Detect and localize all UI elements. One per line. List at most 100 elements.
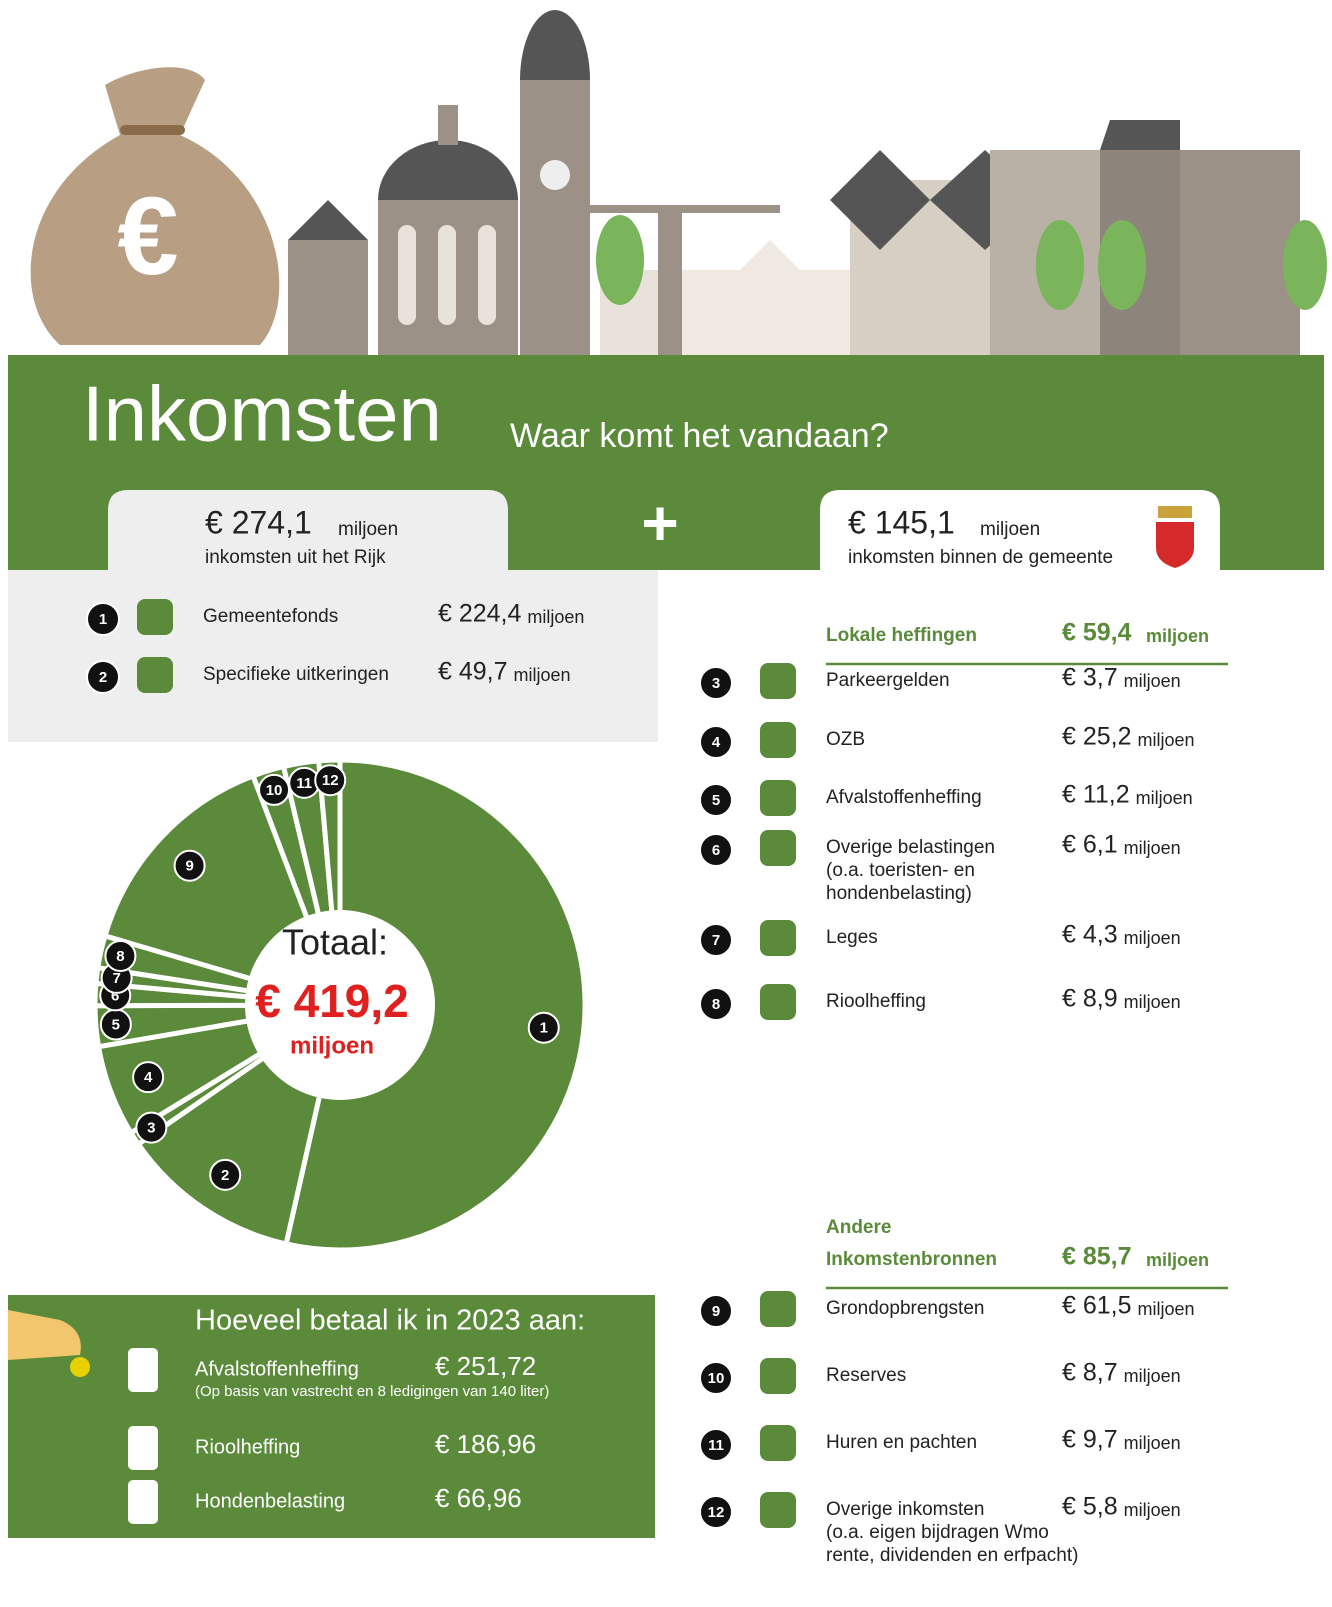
- number-badge: [699, 666, 733, 700]
- item-amount: € 8,7: [1062, 1359, 1118, 1387]
- item-amount: € 224,4: [438, 600, 522, 628]
- number-badge: [699, 1294, 733, 1328]
- plus: +: [641, 487, 678, 559]
- item-name: Huren en pachten: [826, 1432, 977, 1453]
- item-amount: € 9,7: [1062, 1426, 1118, 1454]
- number-badge: [699, 783, 733, 817]
- number-badge: [209, 1158, 242, 1191]
- item-unit: miljoen: [1138, 1299, 1195, 1319]
- icon: [760, 1358, 796, 1394]
- number-label: 1: [99, 611, 107, 628]
- icon: [760, 1492, 796, 1528]
- group-unit: miljoen: [1146, 626, 1209, 646]
- item-name: Gemeentefonds: [203, 606, 338, 627]
- number-badge: [527, 1011, 560, 1044]
- betaal-icon: [128, 1426, 158, 1470]
- number-badge: [699, 923, 733, 957]
- number-label: 5: [712, 792, 720, 809]
- item-name: Grondopbrengsten: [826, 1298, 984, 1319]
- number-badge: [173, 849, 206, 882]
- gemeente-caption: inkomsten binnen de gemeente: [848, 547, 1113, 568]
- icon: [760, 1291, 796, 1327]
- item-amount: € 61,5: [1062, 1292, 1132, 1320]
- number-badge: [699, 725, 733, 759]
- donut-hole: [245, 910, 435, 1100]
- item-unit: miljoen: [1124, 838, 1181, 858]
- icon: [760, 663, 796, 699]
- betaal-amount: € 66,96: [435, 1483, 522, 1513]
- icon: [760, 984, 796, 1020]
- subtitle: Waar komt het vandaan?: [510, 417, 889, 455]
- tab-gemeente: [820, 490, 1220, 570]
- item-name: Reserves: [826, 1365, 906, 1386]
- group-title: Andere: [826, 1217, 891, 1238]
- number-label: 10: [708, 1370, 725, 1387]
- item-name: Specifieke uitkeringen: [203, 664, 389, 685]
- item-note: rente, dividenden en erfpacht): [826, 1545, 1078, 1566]
- item-name: Leges: [826, 927, 878, 948]
- tab-rijk: [108, 490, 508, 570]
- money-bag: [30, 67, 280, 346]
- gemeente-amount: € 145,1: [848, 504, 955, 540]
- number-badge: [86, 602, 120, 636]
- betaal-icon: [128, 1348, 158, 1392]
- number-label: 11: [708, 1437, 724, 1454]
- number-label: 2: [221, 1167, 229, 1184]
- number-badge: [699, 1361, 733, 1395]
- item-name: Afvalstoffenheffing: [826, 787, 982, 808]
- item-unit: miljoen: [1138, 730, 1195, 750]
- icon: [137, 657, 173, 693]
- group-amount: € 85,7: [1062, 1243, 1132, 1271]
- rijk-caption: inkomsten uit het Rijk: [205, 547, 386, 568]
- item-name: Overige inkomsten: [826, 1499, 984, 1520]
- betaal-amount: € 186,96: [435, 1429, 536, 1459]
- gemeente-unit: miljoen: [980, 519, 1040, 540]
- item-unit: miljoen: [1124, 1500, 1181, 1520]
- number-label: 1: [540, 1020, 548, 1037]
- number-label: 4: [144, 1069, 153, 1086]
- number-label: 8: [116, 948, 124, 965]
- bag-symbol: €: [117, 175, 178, 298]
- rijk-amount: € 274,1: [205, 504, 312, 540]
- betaal-title: Hoeveel betaal ik in 2023 aan:: [195, 1305, 585, 1337]
- number-badge: [699, 833, 733, 867]
- donut: [92, 757, 588, 1253]
- item-unit: miljoen: [1124, 1433, 1181, 1453]
- betaal-note: (Op basis van vastrecht en 8 ledigingen …: [195, 1383, 549, 1400]
- number-label: 8: [712, 996, 720, 1013]
- group-unit: miljoen: [1146, 1250, 1209, 1270]
- item-amount: € 11,2: [1062, 781, 1130, 809]
- item-unit: miljoen: [1124, 671, 1181, 691]
- item-unit: miljoen: [1136, 788, 1193, 808]
- total-unit: miljoen: [290, 1032, 374, 1059]
- betaal-name: Afvalstoffenheffing: [195, 1358, 359, 1380]
- number-label: 7: [112, 970, 120, 987]
- item-amount: € 6,1: [1062, 831, 1118, 859]
- title: Inkomsten: [82, 370, 442, 458]
- number-label: 11: [296, 775, 312, 792]
- number-badge: [314, 764, 347, 797]
- number-label: 7: [712, 932, 720, 949]
- number-label: 5: [112, 1017, 120, 1034]
- betaal-name: Hondenbelasting: [195, 1490, 345, 1512]
- number-label: 12: [322, 772, 339, 789]
- item-amount: € 8,9: [1062, 985, 1118, 1013]
- item-amount: € 5,8: [1062, 1493, 1118, 1521]
- item-name: Overige belastingen: [826, 837, 995, 858]
- number-badge: [132, 1061, 165, 1094]
- number-label: 4: [712, 734, 721, 751]
- rijk-panel: [8, 570, 658, 742]
- total-amount: € 419,2: [255, 975, 408, 1027]
- item-amount: € 3,7: [1062, 664, 1118, 692]
- number-badge: [699, 1495, 733, 1529]
- item-amount: € 49,7: [438, 658, 508, 686]
- item-amount: € 25,2: [1062, 723, 1132, 751]
- group-title: Lokale heffingen: [826, 625, 977, 646]
- skyline: [288, 10, 1327, 355]
- item-amount: € 4,3: [1062, 921, 1118, 949]
- icon: [760, 830, 796, 866]
- number-badge: [86, 660, 120, 694]
- item-name: Parkeergelden: [826, 670, 950, 691]
- rijk-unit: miljoen: [338, 519, 398, 540]
